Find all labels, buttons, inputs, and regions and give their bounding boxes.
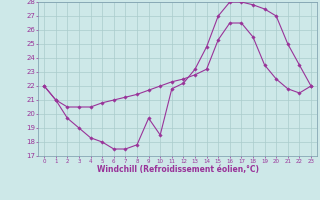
X-axis label: Windchill (Refroidissement éolien,°C): Windchill (Refroidissement éolien,°C) — [97, 165, 259, 174]
